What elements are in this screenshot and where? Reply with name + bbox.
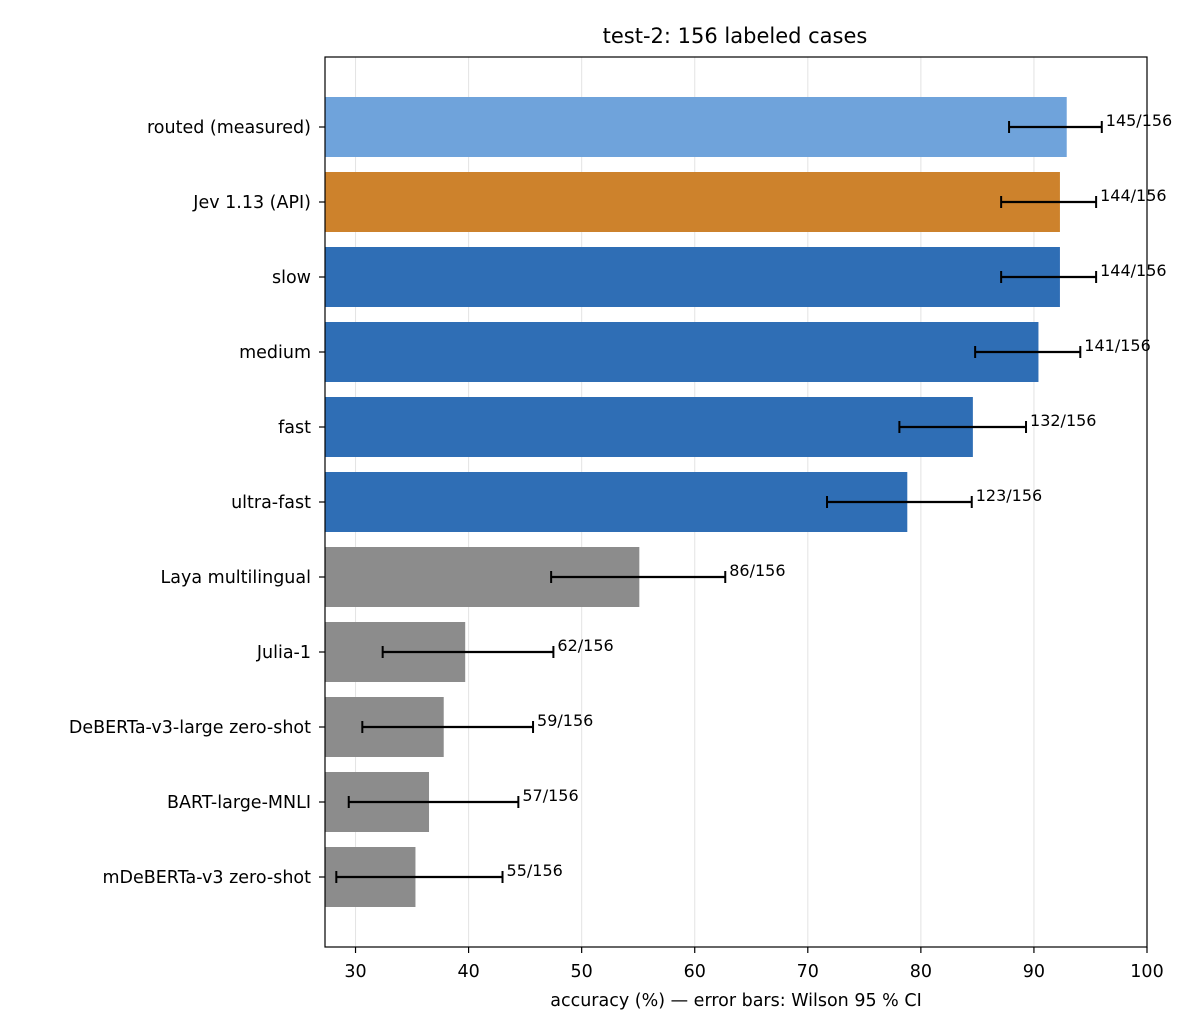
- data-label-slow: 144/156: [1100, 261, 1166, 280]
- data-label-laya-multilingual: 86/156: [729, 561, 785, 580]
- data-label-jev-1-13-api: 144/156: [1100, 186, 1166, 205]
- category-label-ultra-fast: ultra-fast: [231, 493, 311, 513]
- data-label-ultra-fast: 123/156: [976, 486, 1042, 505]
- category-label-bart-large-mnli: BART-large-MNLI: [167, 793, 311, 813]
- data-label-deberta-v3-large-zero-shot: 59/156: [537, 711, 593, 730]
- x-tick-label-90: 90: [1023, 962, 1045, 982]
- error-bars: [335, 121, 1103, 883]
- x-tick-label-80: 80: [910, 962, 932, 982]
- category-labels: routed (measured) Jev 1.13 (API) slow mediu…: [69, 118, 325, 888]
- x-tick-label-70: 70: [797, 962, 819, 982]
- data-label-medium: 141/156: [1084, 336, 1150, 355]
- x-tick-label-60: 60: [684, 962, 706, 982]
- category-label-slow: slow: [272, 268, 311, 288]
- bar-fast: [325, 397, 973, 457]
- data-label-julia-1: 62/156: [557, 636, 613, 655]
- category-label-fast: fast: [278, 418, 311, 438]
- category-label-mdeberta-v3-zero-shot: mDeBERTa-v3 zero-shot: [102, 868, 311, 888]
- data-label-routed-measured: 145/156: [1106, 111, 1172, 130]
- data-label-mdeberta-v3-zero-shot: 55/156: [507, 861, 563, 880]
- x-tick-label-50: 50: [571, 962, 593, 982]
- x-axis-label: accuracy (%) — error bars: Wilson 95 % C…: [550, 991, 921, 1011]
- x-tick-label-40: 40: [457, 962, 479, 982]
- category-label-medium: medium: [239, 343, 311, 363]
- x-ticks: 30 40 50 60 70 80 90 100: [344, 947, 1164, 982]
- bars: [325, 97, 1067, 907]
- chart-title: test-2: 156 labeled cases: [603, 24, 868, 48]
- category-label-julia-1: Julia-1: [256, 643, 311, 663]
- category-label-deberta-v3-large-zero-shot: DeBERTa-v3-large zero-shot: [69, 718, 311, 738]
- x-tick-label-100: 100: [1130, 962, 1163, 982]
- data-label-fast: 132/156: [1030, 411, 1096, 430]
- x-tick-label-30: 30: [344, 962, 366, 982]
- bar-slow: [325, 247, 1060, 307]
- plot-frame: [324, 56, 1148, 948]
- bar-jev-1-13-api: [325, 172, 1060, 232]
- bar-medium: [325, 322, 1039, 382]
- data-labels: 145/156 144/156 144/156 141/156 132/156 123/1…: [507, 111, 1173, 880]
- data-label-bart-large-mnli: 57/156: [522, 786, 578, 805]
- category-label-routed-measured: routed (measured): [147, 118, 311, 138]
- bar-routed-measured: [325, 97, 1067, 157]
- category-label-jev-1-13-api: Jev 1.13 (API): [192, 193, 311, 213]
- bar-ultra-fast: [325, 472, 908, 532]
- category-label-laya-multilingual: Laya multilingual: [161, 568, 311, 588]
